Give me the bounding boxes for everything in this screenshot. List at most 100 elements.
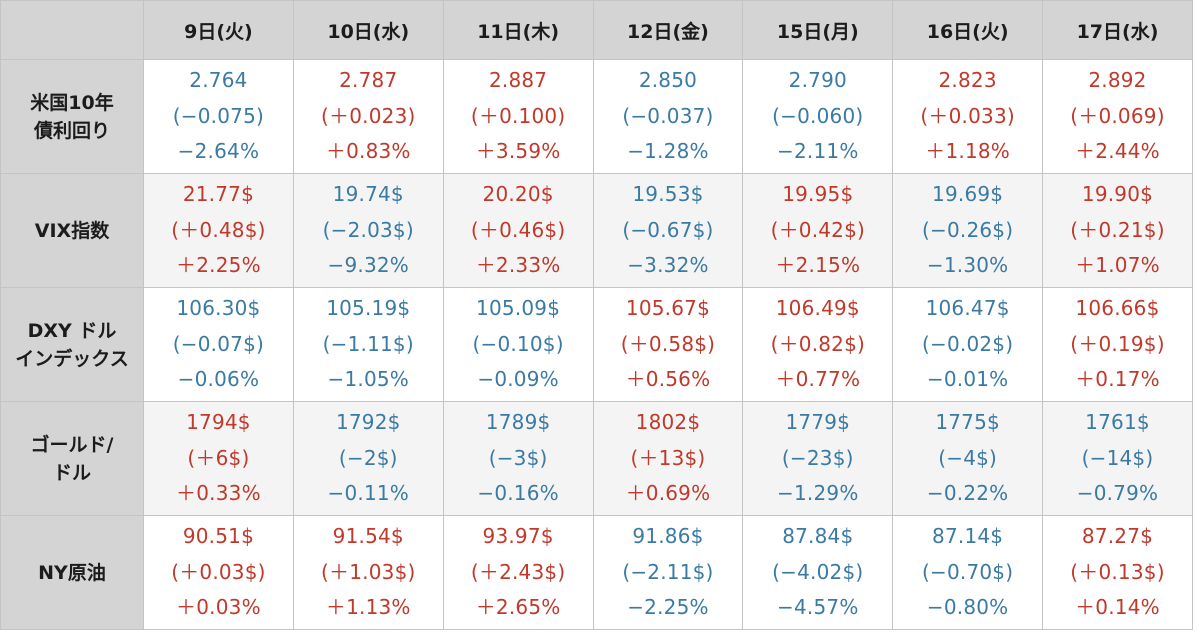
value-text: 1794$ [186,410,251,435]
percent-text: −0.22% [926,481,1009,506]
change-text: (−0.26$) [922,217,1014,242]
value-text: 21.77$ [182,182,255,207]
data-cell: 91.86$ (−2.11$) −2.25% [592,515,744,630]
change-text: (−0.10$) [472,331,564,356]
data-cell: 19.53$ (−0.67$) −3.32% [592,173,744,288]
percent-text: −0.06% [177,367,260,392]
percent-text: ＋2.25% [176,253,261,278]
change-text: (＋0.03$) [171,559,266,584]
row-label-line: 米国10年 [30,91,114,114]
value-text: 1779$ [785,410,851,435]
value-text: 1775$ [935,410,1000,435]
row-label: NY原油 [0,515,144,630]
value-text: 2.892 [1088,68,1147,93]
value-text: 19.69$ [932,182,1004,207]
data-cell: 2.787 (＋0.023) ＋0.83% [292,59,444,174]
change-text: (＋0.023) [321,103,416,128]
percent-text: −1.30% [926,253,1009,278]
corner-cell [0,0,144,60]
data-cell: 87.27$ (＋0.13$) ＋0.14% [1042,515,1193,630]
date-header: 17日(水) [1042,0,1193,60]
row-label: 米国10年 債利回り [0,59,144,174]
row-label: VIX指数 [0,173,144,288]
change-text: (−0.037) [622,103,714,128]
change-text: (＋6$) [187,445,250,470]
value-text: 106.49$ [775,296,860,321]
data-cell: 19.74$ (−2.03$) −9.32% [292,173,444,288]
data-cell: 21.77$ (＋0.48$) ＋2.25% [143,173,294,288]
data-cell: 90.51$ (＋0.03$) ＋0.03% [143,515,294,630]
change-text: (＋1.03$) [321,559,416,584]
table-row: DXY ドル インデックス 106.30$ (−0.07$) −0.06% 105.… [0,287,1193,402]
data-cell: 106.47$ (−0.02$) −0.01% [892,287,1044,402]
data-cell: 1779$ (−23$) −1.29% [742,401,894,516]
change-text: (＋2.43$) [470,559,566,584]
data-cell: 1761$ (−14$) −0.79% [1042,401,1193,516]
data-cell: 1792$ (−2$) −0.11% [292,401,444,516]
percent-text: −0.09% [477,367,559,392]
date-header: 10日(水) [292,0,444,60]
percent-text: ＋0.03% [176,595,261,620]
value-text: 105.19$ [326,296,411,321]
row-label-line: DXY ドル [27,319,117,342]
change-text: (−3$) [488,445,548,470]
change-text: (＋0.58$) [620,331,716,356]
value-text: 2.787 [339,68,398,93]
value-text: 1802$ [635,410,701,435]
change-text: (＋0.46$) [470,217,566,242]
data-cell: 1802$ (＋13$) ＋0.69% [592,401,744,516]
data-cell: 19.95$ (＋0.42$) ＋2.15% [742,173,894,288]
table-body: 米国10年 債利回り 2.764 (−0.075) −2.64% 2.787 (＋0.… [0,59,1193,630]
percent-text: ＋2.33% [475,253,561,278]
percent-text: ＋0.56% [625,367,711,392]
data-cell: 1794$ (＋6$) ＋0.33% [143,401,294,516]
change-text: (＋0.069) [1070,103,1165,128]
row-label-line: インデックス [15,347,129,370]
change-text: (−2.11$) [622,559,714,584]
value-text: 106.47$ [925,296,1010,321]
data-cell: 1789$ (−3$) −0.16% [442,401,594,516]
change-text: (−0.70$) [922,559,1014,584]
value-text: 87.27$ [1081,524,1154,549]
table-row: VIX指数 21.77$ (＋0.48$) ＋2.25% 19.74$ (−2.03$… [0,173,1193,288]
data-cell: 2.790 (−0.060) −2.11% [742,59,894,174]
change-text: (−4.02$) [772,559,864,584]
percent-text: ＋1.13% [325,595,411,620]
change-text: (＋0.82$) [770,331,866,356]
value-text: 105.67$ [625,296,710,321]
value-text: 90.51$ [182,524,255,549]
row-label: ゴールド/ ドル [0,401,144,516]
percent-text: ＋1.07% [1075,253,1160,278]
row-label-line: VIX指数 [34,219,110,242]
change-text: (−0.07$) [172,331,265,356]
change-text: (−23$) [781,445,854,470]
percent-text: −0.79% [1076,481,1159,506]
change-text: (＋0.13$) [1070,559,1165,584]
value-text: 106.30$ [176,296,261,321]
value-text: 2.764 [189,68,248,93]
value-text: 1792$ [335,410,401,435]
value-text: 105.09$ [476,296,561,321]
value-text: 91.86$ [632,524,704,549]
value-text: 87.14$ [932,524,1004,549]
value-text: 2.790 [788,68,847,93]
change-text: (＋0.033) [920,103,1015,128]
row-label-line: NY原油 [38,561,106,584]
change-text: (−2$) [338,445,398,470]
percent-text: −3.32% [627,253,709,278]
date-header: 12日(金) [592,0,744,60]
table-row: NY原油 90.51$ (＋0.03$) ＋0.03% 91.54$ (＋1.03$)… [0,515,1193,630]
value-text: 19.53$ [632,182,704,207]
change-text: (−0.02$) [922,331,1014,356]
value-text: 19.90$ [1081,182,1154,207]
data-cell: 1775$ (−4$) −0.22% [892,401,1044,516]
row-label-line: 債利回り [33,119,110,142]
row-label: DXY ドル インデックス [0,287,144,402]
date-header: 15日(月) [742,0,894,60]
percent-text: −0.01% [926,367,1009,392]
change-text: (＋0.48$) [171,217,266,242]
value-text: 20.20$ [482,182,554,207]
value-text: 19.95$ [782,182,854,207]
data-cell: 19.90$ (＋0.21$) ＋1.07% [1042,173,1193,288]
